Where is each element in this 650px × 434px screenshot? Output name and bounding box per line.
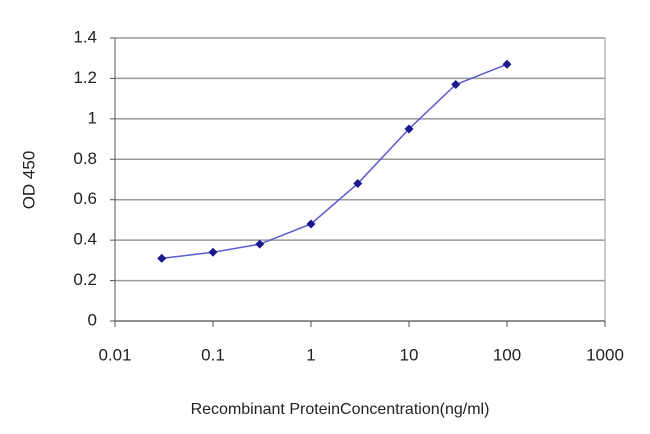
y-axis-label: OD 450 (19, 151, 38, 210)
data-point (306, 219, 316, 229)
x-tick-label: 1 (306, 345, 315, 364)
x-tick-label: 10 (400, 345, 419, 364)
y-tick-label: 0 (88, 310, 97, 329)
x-axis-label: Recombinant ProteinConcentration(ng/ml) (191, 401, 490, 418)
data-line (161, 63, 508, 260)
data-point (404, 124, 414, 134)
x-tick-label: 0.01 (98, 345, 131, 364)
plot-area (114, 37, 606, 322)
x-tick-label: 0.1 (201, 345, 225, 364)
y-tick-label: 0.8 (73, 149, 97, 168)
y-tick-label: 0.6 (73, 189, 97, 208)
data-point (451, 79, 461, 89)
data-point (502, 59, 512, 69)
y-tick-label: 0.2 (73, 270, 97, 289)
data-point (157, 253, 167, 263)
data-point (255, 239, 265, 249)
x-tick-label: 1000 (586, 345, 624, 364)
y-tick-label: 1.2 (73, 68, 97, 87)
data-point (353, 179, 363, 189)
y-tick-label: 1 (88, 108, 97, 127)
data-point (208, 247, 218, 257)
y-tick-label: 1.4 (73, 27, 97, 46)
y-tick-label: 0.4 (73, 230, 97, 249)
x-tick-label: 100 (493, 345, 521, 364)
